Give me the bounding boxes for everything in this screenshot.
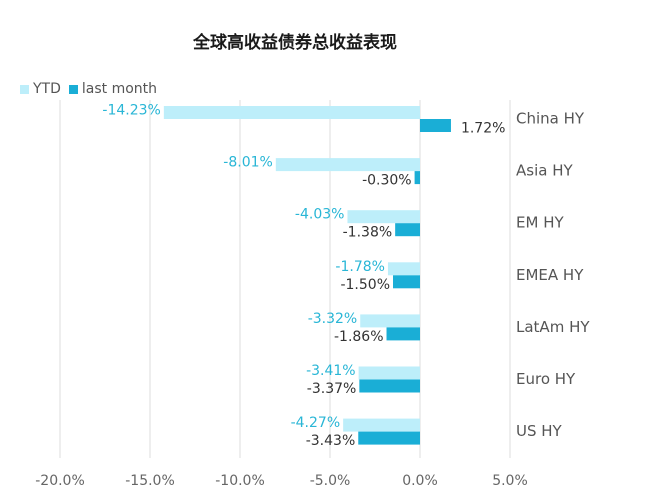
- bar-ytd: [360, 314, 420, 328]
- bar-ytd: [343, 418, 420, 432]
- bar-last-month: [359, 379, 420, 393]
- x-tick-label: -15.0%: [125, 473, 175, 489]
- chart-title: 全球高收益债券总收益表现: [193, 33, 397, 53]
- data-label-ytd: -3.32%: [308, 311, 358, 327]
- data-label-last-month: -3.43%: [306, 433, 356, 449]
- data-label-ytd: -4.03%: [295, 207, 345, 223]
- category-label: EMEA HY: [516, 266, 584, 284]
- data-label-last-month: -3.37%: [307, 381, 357, 397]
- category-label: EM HY: [516, 214, 564, 232]
- category-label: Euro HY: [516, 370, 576, 388]
- bar-last-month: [395, 223, 420, 237]
- x-tick-label: -10.0%: [215, 473, 265, 489]
- data-label-last-month: -1.50%: [340, 277, 390, 293]
- category-label: China HY: [516, 110, 585, 128]
- bar-ytd: [387, 262, 420, 276]
- bar-last-month: [386, 327, 420, 341]
- bar-ytd: [347, 210, 420, 224]
- legend-swatch-last-month: [68, 84, 78, 94]
- legend-label-ytd: YTD: [33, 81, 61, 97]
- legend-label-last-month: last month: [81, 81, 158, 97]
- legend-swatch-ytd: [20, 84, 29, 94]
- bar-ytd: [163, 106, 421, 119]
- x-tick-label: -5.0%: [310, 473, 351, 489]
- bar-last-month: [393, 275, 420, 289]
- data-label-last-month: -1.86%: [334, 329, 384, 345]
- bar-last-month: [414, 171, 420, 185]
- data-label-ytd: -14.23%: [102, 103, 160, 119]
- bar-last-month: [420, 119, 451, 132]
- category-label: US HY: [516, 422, 563, 440]
- legend: YTD last month: [20, 81, 165, 97]
- category-label: Asia HY: [516, 162, 573, 180]
- x-tick-label: -20.0%: [35, 473, 85, 489]
- bar-last-month: [358, 431, 420, 445]
- data-label-ytd: -8.01%: [223, 155, 273, 171]
- x-tick-label: 5.0%: [492, 473, 528, 489]
- bar-ytd: [275, 158, 420, 172]
- legend-item-ytd: YTD: [20, 81, 61, 97]
- data-label-last-month: -0.30%: [362, 173, 412, 189]
- data-label-last-month: -1.38%: [343, 225, 393, 241]
- data-label-ytd: -3.41%: [306, 363, 356, 379]
- data-label-last-month: 1.72%: [461, 121, 505, 137]
- data-label-ytd: -1.78%: [335, 259, 385, 275]
- legend-item-last-month: last month: [68, 81, 158, 97]
- data-label-ytd: -4.27%: [291, 415, 341, 431]
- category-label: LatAm HY: [516, 318, 590, 336]
- x-tick-label: 0.0%: [402, 473, 438, 489]
- bar-ytd: [358, 366, 420, 380]
